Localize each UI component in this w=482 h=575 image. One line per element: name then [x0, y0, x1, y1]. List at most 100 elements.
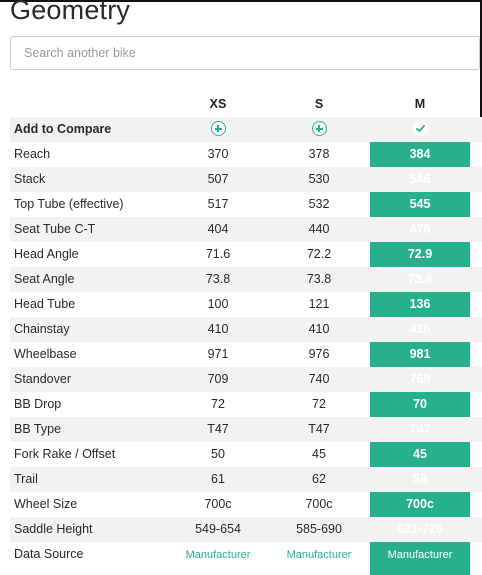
cell-value: 100: [207, 297, 229, 311]
compare-row-label: Add to Compare: [14, 122, 112, 136]
data-source-text: Manufacturer: [387, 549, 453, 561]
cell-value: 440: [308, 222, 330, 236]
cell-value: T47: [207, 422, 229, 436]
value-xs: 549-654: [168, 517, 268, 542]
plus-circle-icon: [311, 121, 327, 137]
cell-value: 546: [409, 172, 431, 186]
value-xs: 517: [168, 192, 268, 217]
table-row: BB Type T47 T47 T47: [10, 417, 482, 442]
cell-value: T47: [409, 422, 431, 436]
value-m: 45: [370, 442, 470, 467]
table-row: Data Source Manufacturer Manufacturer Manuf…: [10, 542, 482, 567]
row-label: Top Tube (effective): [14, 197, 124, 211]
cell-value: 507: [207, 172, 229, 186]
row-label: Head Angle: [14, 247, 79, 261]
value-xs: 404: [168, 217, 268, 242]
value-xs: 410: [168, 317, 268, 342]
row-label: Reach: [14, 147, 51, 161]
cell-value: 621-726: [397, 522, 443, 536]
value-s: 976: [269, 342, 369, 367]
cell-value: 530: [308, 172, 330, 186]
value-xs: 50: [168, 442, 268, 467]
value-s: 378: [269, 142, 369, 167]
cell-value: 976: [308, 347, 330, 361]
cell-value: 71.6: [205, 247, 231, 261]
table-row: Chainstay 410 410 410: [10, 317, 482, 342]
size-header-m: M: [414, 97, 426, 111]
page-title: Geometry: [10, 0, 131, 25]
cell-value: 740: [308, 372, 330, 386]
value-xs: 71.6: [168, 242, 268, 267]
value-s: 62: [269, 467, 369, 492]
search-input[interactable]: [11, 37, 464, 69]
table-row: Standover 709 740 768: [10, 367, 482, 392]
value-s: T47: [269, 417, 369, 442]
size-header-row: XS S M: [10, 92, 482, 117]
size-header-xs: XS: [209, 97, 227, 111]
value-s: 45: [269, 442, 369, 467]
value-m: 476: [370, 217, 470, 242]
window-top-edge: [0, 0, 482, 2]
value-s: 700c: [269, 492, 369, 517]
data-source-link-m[interactable]: Manufacturer: [370, 542, 470, 567]
value-m: 768: [370, 367, 470, 392]
cell-value: 545: [409, 197, 431, 211]
table-row: Reach 370 378 384: [10, 142, 482, 167]
row-label: Trail: [14, 472, 38, 486]
cell-value: 121: [308, 297, 330, 311]
value-m: 70: [370, 392, 470, 417]
cell-value: 410: [409, 322, 431, 336]
table-row: Stack 507 530 546: [10, 167, 482, 192]
value-xs: 971: [168, 342, 268, 367]
value-xs: 100: [168, 292, 268, 317]
table-row: Head Tube 100 121 136: [10, 292, 482, 317]
cell-value: 404: [207, 222, 229, 236]
cell-value: 72.9: [407, 247, 433, 261]
value-m: 410: [370, 317, 470, 342]
value-xs: 61: [168, 467, 268, 492]
cell-value: 72: [312, 397, 326, 411]
value-xs: 507: [168, 167, 268, 192]
table-row: Top Tube (effective) 517 532 545: [10, 192, 482, 217]
value-s: 532: [269, 192, 369, 217]
row-label: BB Drop: [14, 397, 62, 411]
table-row: Wheelbase 971 976 981: [10, 342, 482, 367]
compare-m-button[interactable]: [370, 117, 470, 142]
table-row: Head Angle 71.6 72.2 72.9: [10, 242, 482, 267]
table-row: Seat Tube C-T 404 440 476: [10, 217, 482, 242]
value-s: 530: [269, 167, 369, 192]
value-m: 72.9: [370, 242, 470, 267]
value-s: 121: [269, 292, 369, 317]
row-label: Head Tube: [14, 297, 76, 311]
cell-value: 73.8: [205, 272, 231, 286]
selected-size-column-highlight: [370, 117, 470, 575]
plus-circle-icon: [210, 121, 226, 137]
data-source-link-xs[interactable]: Manufacturer: [168, 542, 268, 567]
cell-value: 410: [308, 322, 330, 336]
value-m: 700c: [370, 492, 470, 517]
cell-value: 709: [207, 372, 229, 386]
compare-row: Add to Compare: [10, 117, 482, 142]
value-s: 585-690: [269, 517, 369, 542]
search-box[interactable]: [10, 36, 480, 70]
cell-value: 517: [207, 197, 229, 211]
table-row: BB Drop 72 72 70: [10, 392, 482, 417]
value-xs: 700c: [168, 492, 268, 517]
cell-value: 70: [413, 397, 427, 411]
cell-value: 410: [207, 322, 229, 336]
value-s: 73.8: [269, 267, 369, 292]
cell-value: 378: [308, 147, 330, 161]
value-s: 410: [269, 317, 369, 342]
table-row: Saddle Height 549-654 585-690 621-726: [10, 517, 482, 542]
value-m: 384: [370, 142, 470, 167]
row-label: Wheelbase: [14, 347, 77, 361]
value-xs: 709: [168, 367, 268, 392]
compare-xs-button[interactable]: [168, 117, 268, 142]
data-source-link-s[interactable]: Manufacturer: [269, 542, 369, 567]
cell-value: 73.8: [306, 272, 332, 286]
compare-s-button[interactable]: [269, 117, 369, 142]
cell-value: 73.6: [407, 272, 433, 286]
table-row: Seat Angle 73.8 73.8 73.6: [10, 267, 482, 292]
cell-value: 971: [207, 347, 229, 361]
value-m: 546: [370, 167, 470, 192]
